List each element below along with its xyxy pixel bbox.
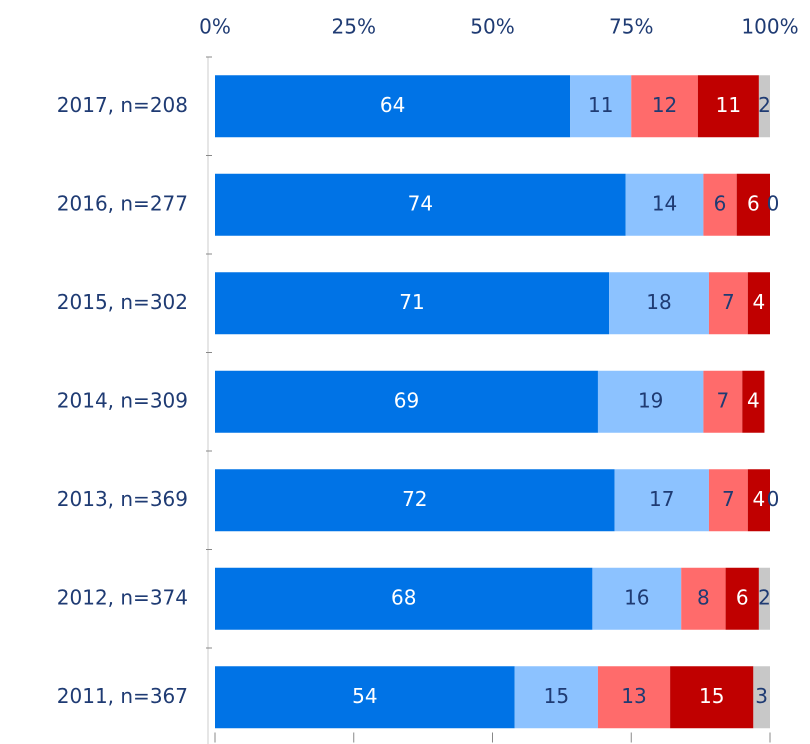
y-tick-label: 2013, n=369 [57,487,188,511]
bar-segment [758,567,770,630]
data-label: 12 [652,93,677,117]
data-label: 13 [621,684,646,708]
x-tick-label: 75% [609,15,653,39]
data-label: 8 [697,585,710,609]
x-tick-label: 50% [470,15,514,39]
data-label: 15 [699,684,724,708]
bar-segment [215,272,610,335]
data-label: 7 [722,487,735,511]
bar-segment [753,666,770,729]
bar-segment [703,173,737,236]
bar-segment [725,567,759,630]
y-tick-label: 2012, n=374 [57,585,188,609]
data-label: 17 [649,487,674,511]
data-label: 4 [753,487,766,511]
data-label: 11 [716,93,741,117]
bar-segment [215,666,515,729]
bar-segment [758,75,770,138]
bar-segment [215,370,598,433]
bar-segment [614,469,709,532]
x-tick-label: 100% [741,15,798,39]
y-tick-label: 2017, n=208 [57,93,188,117]
data-label: 19 [638,388,663,412]
bar-segment [681,567,726,630]
y-tick-label: 2016, n=277 [57,191,188,215]
data-label: 6 [714,191,727,215]
data-label: 0 [767,487,780,511]
data-label: 18 [646,290,671,314]
data-label: 2 [758,585,771,609]
data-label: 74 [408,191,433,215]
data-label: 54 [352,684,377,708]
bar-segment [742,370,765,433]
data-label: 72 [402,487,427,511]
data-label: 64 [380,93,405,117]
data-label: 11 [588,93,613,117]
bar-segment [736,173,770,236]
bar-segment [747,469,770,532]
x-tick-label: 25% [332,15,376,39]
y-tick-label: 2015, n=302 [57,290,188,314]
bar-segment [670,666,754,729]
data-label: 16 [624,585,649,609]
data-label: 71 [399,290,424,314]
data-label: 2 [758,93,771,117]
data-label: 14 [652,191,677,215]
x-tick-label: 0% [199,15,231,39]
bar-segment [592,567,682,630]
data-label: 3 [755,684,768,708]
data-label: 4 [753,290,766,314]
bar-segment [708,272,748,335]
bar-segment [625,173,704,236]
bar-segment [609,272,709,335]
bar-segment [708,469,748,532]
data-label: 7 [716,388,729,412]
data-label: 6 [736,585,749,609]
bar-segment [215,567,593,630]
bar-segment [215,469,615,532]
data-label: 15 [544,684,569,708]
bar-segment [597,666,671,729]
data-label: 69 [394,388,419,412]
bar-segment [514,666,598,729]
bar-segment [597,370,704,433]
data-label: 0 [767,191,780,215]
bar-segment [697,75,759,138]
y-tick-label: 2011, n=367 [57,684,188,708]
data-label: 68 [391,585,416,609]
data-label: 4 [747,388,760,412]
bar-segment [215,173,626,236]
bar-segment [703,370,743,433]
bar-segment [631,75,698,138]
bar-segment [747,272,770,335]
bar-segment [215,75,571,138]
data-label: 7 [722,290,735,314]
bar-segment [570,75,632,138]
data-label: 6 [747,191,760,215]
y-tick-label: 2014, n=309 [57,388,188,412]
